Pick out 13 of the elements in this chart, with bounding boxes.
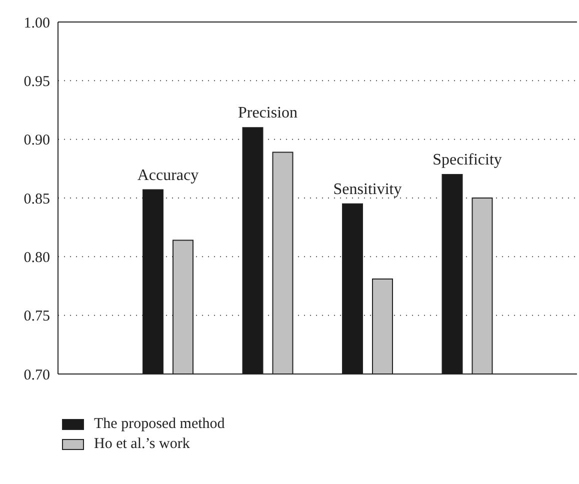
y-tick-label: 0.95 (24, 74, 50, 90)
x-tick-label: Specificity (432, 152, 502, 169)
y-tick-label: 0.85 (24, 191, 50, 208)
y-tick-label: 1.00 (24, 15, 50, 32)
x-tick-label: Accuracy (137, 166, 199, 184)
x-tick-label: Precision (238, 104, 298, 122)
x-tick-label: Sensitivity (333, 180, 402, 198)
legend-label: Ho et al.’s work (94, 435, 190, 454)
y-tick-label: 0.70 (24, 367, 50, 384)
y-tick-label: 0.80 (24, 250, 50, 266)
y-tick-label: 0.90 (24, 132, 50, 149)
y-tick-label: 0.75 (24, 308, 50, 325)
legend-label: The proposed method (94, 415, 225, 434)
